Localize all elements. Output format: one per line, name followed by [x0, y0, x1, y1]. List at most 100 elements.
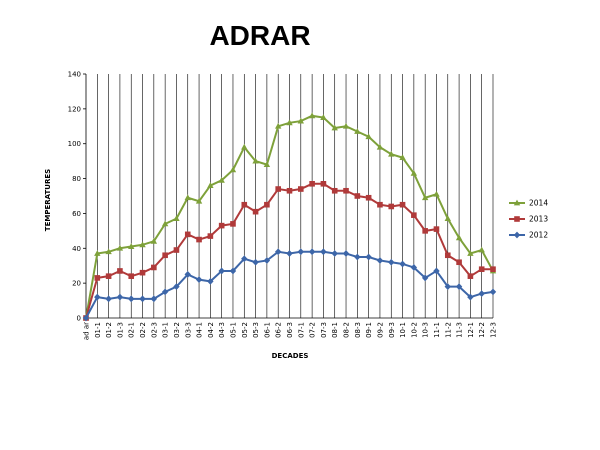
data-point: [229, 267, 237, 275]
data-point: [354, 193, 361, 199]
data-point: [320, 248, 327, 256]
data-point: [365, 253, 372, 261]
data-point: [421, 194, 429, 201]
data-point: [433, 190, 440, 197]
data-point: [207, 182, 214, 188]
data-point: [354, 253, 361, 261]
y-tick-label: 40: [72, 245, 81, 253]
data-point: [274, 248, 282, 256]
x-tick-label: 05-2: [241, 322, 249, 338]
data-point: [128, 243, 135, 249]
data-point: [309, 181, 315, 187]
data-point: [331, 187, 338, 194]
x-tick-label: 12-3: [490, 322, 498, 338]
data-point: [207, 233, 214, 239]
series-2012: [82, 248, 497, 322]
data-point: [286, 187, 293, 194]
data-point: [241, 255, 248, 263]
x-tick-label: 08-1: [331, 322, 339, 338]
data-point: [229, 166, 237, 173]
data-point: [139, 241, 146, 248]
y-tick-label: 140: [68, 71, 81, 79]
x-tick-label: 09-2: [376, 322, 384, 338]
x-tick-label: 12-2: [478, 322, 486, 338]
data-point: [116, 244, 124, 251]
data-point: [308, 112, 316, 119]
data-point: [263, 161, 271, 168]
series-2013: [83, 181, 496, 321]
data-point: [252, 208, 259, 215]
x-tick-label: 07-3: [320, 322, 328, 338]
x-tick-label: 09-1: [365, 322, 373, 338]
data-point: [489, 288, 497, 296]
x-tick-label: 03-1: [162, 322, 170, 338]
data-point: [297, 248, 305, 256]
data-point: [478, 290, 485, 297]
y-tick-label: 100: [68, 140, 81, 148]
x-tick-label: 06-3: [286, 322, 294, 338]
data-point: [173, 247, 180, 253]
chart-title: ADRAR: [209, 20, 310, 51]
data-point: [354, 128, 361, 134]
data-point: [264, 201, 270, 208]
x-tick-label: 07-1: [297, 322, 305, 338]
x-tick-label: ad ar: [83, 322, 91, 340]
data-point: [128, 273, 135, 279]
data-point: [230, 221, 236, 227]
data-point: [241, 201, 248, 208]
data-point: [105, 248, 112, 255]
data-point: [444, 215, 451, 222]
x-tick-label: 06-2: [275, 322, 283, 338]
x-axis-ticks: ad ar 01-1 01-2 01-3 02-1 02-2 02-3 03-1 03-2 03-…: [83, 322, 498, 340]
data-point: [94, 293, 101, 301]
x-tick-label: 11-2: [444, 322, 452, 338]
data-point: [444, 283, 451, 291]
data-point: [241, 143, 248, 150]
data-point: [161, 220, 169, 227]
x-tick-label: 12-1: [467, 322, 475, 338]
data-point: [139, 295, 146, 303]
x-tick-label: 04-2: [207, 322, 215, 338]
data-point: [128, 295, 135, 303]
data-point: [275, 186, 281, 192]
x-tick-label: 05-1: [229, 322, 237, 338]
legend-label: 2013: [529, 215, 548, 224]
y-tick-label: 20: [72, 280, 81, 288]
x-tick-label: 01-2: [105, 322, 113, 338]
data-point: [411, 212, 417, 218]
data-point: [184, 271, 191, 278]
data-point: [365, 133, 372, 140]
data-point: [433, 226, 440, 232]
data-point: [252, 258, 259, 266]
data-point: [218, 267, 225, 275]
data-point: [274, 122, 282, 129]
x-tick-label: 09-3: [388, 322, 396, 338]
x-tick-label: 01-1: [94, 322, 102, 338]
x-tick-label: 02-1: [128, 322, 136, 338]
data-point: [286, 250, 293, 257]
data-point: [195, 197, 203, 204]
axes: [85, 74, 493, 319]
data-point: [467, 250, 474, 256]
data-point: [252, 157, 259, 164]
data-point: [444, 252, 451, 259]
data-point: [218, 176, 225, 183]
data-point: [184, 194, 191, 201]
data-point: [433, 267, 440, 275]
data-point: [343, 187, 349, 194]
x-tick-label: 04-3: [218, 322, 226, 338]
data-point: [456, 259, 462, 266]
data-point: [161, 288, 169, 296]
x-tick-label: 03-3: [184, 322, 192, 338]
data-point: [467, 273, 474, 279]
y-tick-label: 120: [68, 105, 81, 113]
legend-item-2012: 2012: [509, 231, 548, 240]
data-point: [478, 246, 485, 253]
data-point: [478, 266, 485, 272]
data-point: [342, 250, 350, 257]
data-point: [331, 250, 338, 257]
x-tick-label: 02-3: [150, 322, 158, 338]
x-tick-label: 07-2: [309, 322, 317, 338]
